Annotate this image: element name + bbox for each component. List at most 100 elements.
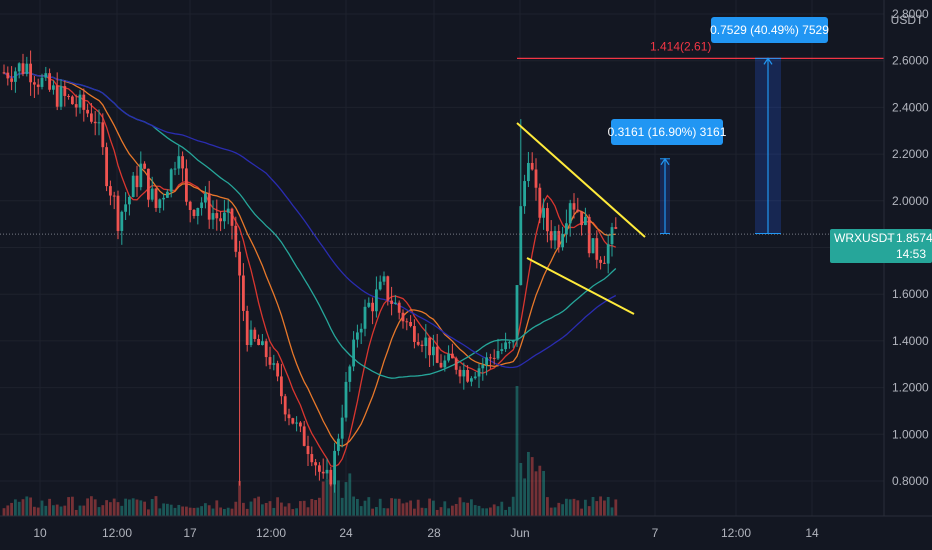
candle-body: [500, 349, 504, 352]
candle-body: [173, 168, 177, 170]
candle: [409, 315, 412, 328]
candle-body: [139, 163, 143, 188]
candle-body: [135, 175, 139, 188]
x-tick-label: 17: [183, 526, 197, 540]
candle: [359, 323, 363, 345]
y-tick-label: 2.8000: [892, 7, 929, 21]
candle-body: [82, 94, 86, 110]
volume-bar: [534, 471, 538, 516]
measure-arrow-head: [763, 57, 773, 65]
candle-body: [268, 357, 272, 365]
candle: [245, 305, 249, 352]
x-tick-label: 10: [33, 526, 47, 540]
candle: [185, 159, 188, 206]
candle-body: [59, 86, 63, 107]
volume-bar: [249, 501, 253, 516]
candle-body: [439, 362, 443, 368]
volume-bar: [21, 499, 25, 516]
candle-body: [321, 471, 325, 474]
candle: [40, 73, 44, 90]
candle-body: [614, 227, 618, 229]
volume-bar: [409, 500, 412, 516]
candle-body: [515, 285, 519, 341]
candle: [318, 462, 321, 481]
candle-body: [508, 342, 511, 344]
candle: [561, 226, 564, 251]
volume-bar: [348, 473, 352, 516]
candle-body: [112, 195, 116, 197]
volume-bar: [314, 500, 317, 516]
volume-bar: [432, 500, 435, 516]
candle-body: [420, 344, 424, 347]
candle: [420, 340, 424, 353]
candle-body: [561, 234, 564, 248]
volume-bar: [508, 506, 511, 516]
candle-body: [591, 238, 595, 254]
candle: [272, 354, 276, 371]
candle-body: [447, 353, 450, 361]
volume-bar: [234, 501, 238, 516]
volume-bar: [519, 462, 523, 516]
candle-body: [55, 85, 59, 107]
candle: [264, 338, 268, 367]
volume-bar: [143, 501, 146, 516]
measure-small[interactable]: 0.3161 (16.90%) 3161: [608, 119, 727, 234]
volume-bar: [538, 465, 542, 516]
x-tick-label: 28: [427, 526, 441, 540]
candle: [363, 299, 367, 337]
candle-body: [204, 193, 207, 203]
candle: [508, 340, 511, 349]
volume-bar: [595, 501, 599, 516]
y-tick-label: 2.0000: [892, 194, 929, 208]
candle: [557, 224, 561, 253]
candle-body: [249, 329, 253, 346]
volume-bar: [375, 507, 378, 516]
volume-bar: [451, 505, 454, 516]
candle-body: [90, 113, 93, 122]
candle: [74, 94, 78, 117]
x-tick-label: 24: [339, 526, 353, 540]
candle: [71, 95, 74, 105]
volume-bar: [59, 506, 63, 516]
candle-body: [67, 95, 70, 97]
measure-arrow-head: [660, 157, 670, 166]
candle: [200, 197, 203, 216]
candle: [367, 297, 371, 309]
candle: [458, 366, 462, 384]
volume-bar: [397, 498, 401, 516]
candle: [93, 111, 97, 136]
candle-body: [86, 109, 89, 114]
volume-bar: [473, 505, 477, 516]
candle-body: [409, 322, 412, 327]
candle: [287, 408, 291, 426]
candle-body: [375, 289, 378, 312]
candle-body: [382, 276, 386, 282]
candle-body: [458, 369, 462, 377]
volume-bar: [150, 498, 154, 516]
candle: [109, 180, 112, 206]
price-axis[interactable]: 2.80002.60002.40002.20002.00001.80001.60…: [892, 7, 929, 488]
candle-body: [496, 351, 500, 359]
candle: [375, 276, 378, 318]
candle: [485, 352, 488, 376]
candle-body: [477, 368, 481, 377]
candle: [546, 202, 549, 243]
time-axis[interactable]: 10 12:00 17 12:00 24 28 Jun 7 12:00 14: [33, 526, 819, 540]
candle: [549, 220, 553, 249]
bar-countdown: 14:53: [896, 247, 926, 261]
volume-bar: [169, 504, 173, 516]
volume-bar: [93, 499, 97, 516]
candle-body: [549, 231, 553, 241]
volume-bar: [356, 498, 359, 516]
wedge-upper-trendline[interactable]: [516, 122, 646, 238]
volume-bar: [55, 504, 59, 516]
measure-large[interactable]: 0.7529 (40.49%) 7529: [710, 17, 829, 234]
candle-body: [105, 147, 108, 187]
candle: [424, 324, 428, 359]
candle: [226, 199, 230, 225]
volume-bar: [561, 504, 564, 516]
volume-bar: [306, 507, 310, 516]
wedge-lower-trendline[interactable]: [526, 257, 635, 315]
candle-body: [325, 469, 329, 474]
